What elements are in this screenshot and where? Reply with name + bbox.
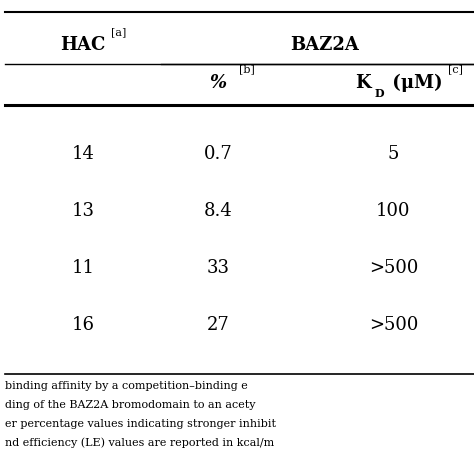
Text: 16: 16 xyxy=(72,316,94,334)
Text: D: D xyxy=(374,88,384,99)
Text: >500: >500 xyxy=(369,316,418,334)
Text: K: K xyxy=(356,74,371,92)
Text: 0.7: 0.7 xyxy=(204,145,232,163)
Text: 14: 14 xyxy=(72,145,94,163)
Text: 11: 11 xyxy=(72,259,94,277)
Text: binding affinity by a competition–binding e: binding affinity by a competition–bindin… xyxy=(5,381,247,392)
Text: %: % xyxy=(210,74,227,92)
Text: 13: 13 xyxy=(72,202,94,220)
Text: >500: >500 xyxy=(369,259,418,277)
Text: 5: 5 xyxy=(388,145,399,163)
Text: 8.4: 8.4 xyxy=(204,202,232,220)
Text: [a]: [a] xyxy=(111,27,127,37)
Text: nd efficiency (LE) values are reported in kcal/m: nd efficiency (LE) values are reported i… xyxy=(5,438,274,448)
Text: [c]: [c] xyxy=(448,64,463,75)
Text: (μM): (μM) xyxy=(386,74,443,92)
Text: HAC: HAC xyxy=(60,36,106,54)
Text: 27: 27 xyxy=(207,316,229,334)
Text: 100: 100 xyxy=(376,202,410,220)
Text: BAZ2A: BAZ2A xyxy=(290,36,359,54)
Text: ding of the BAZ2A bromodomain to an acety: ding of the BAZ2A bromodomain to an acet… xyxy=(5,400,255,410)
Text: 33: 33 xyxy=(207,259,229,277)
Text: er percentage values indicating stronger inhibit: er percentage values indicating stronger… xyxy=(5,419,276,429)
Text: [b]: [b] xyxy=(239,64,255,75)
